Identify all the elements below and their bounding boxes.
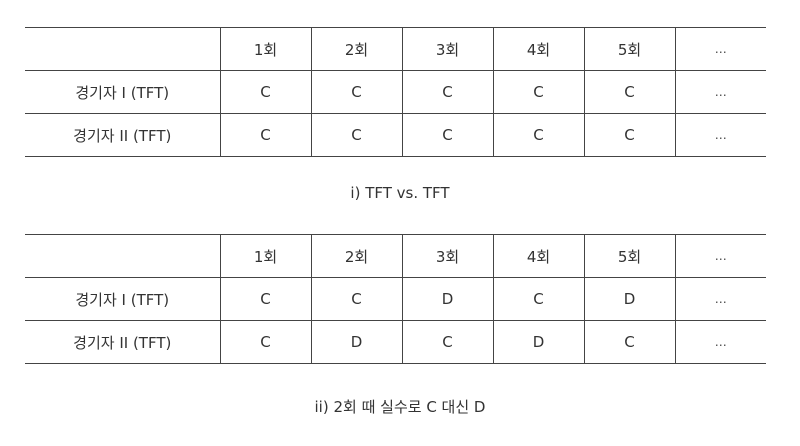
round-header: 2회 — [310, 234, 402, 278]
move-cell-ellipsis: … — [674, 277, 766, 321]
round-header: 1회 — [219, 27, 311, 71]
round-header: 3회 — [401, 27, 493, 71]
move-cell: C — [583, 113, 675, 157]
move-cell: C — [219, 113, 311, 157]
move-cell: C — [492, 113, 584, 157]
move-cell: C — [401, 70, 493, 114]
move-cell: C — [583, 320, 675, 364]
player-label: 경기자 II (TFT) — [25, 320, 220, 364]
round-header: 5회 — [583, 234, 675, 278]
header-row: 1회 2회 3회 4회 5회 … — [25, 234, 766, 278]
header-cell-blank — [25, 27, 220, 71]
game-table-error-in-round-2: 1회 2회 3회 4회 5회 … 경기자 I (TFT) C C D C D …… — [25, 234, 766, 364]
round-header-ellipsis: … — [674, 234, 766, 278]
move-cell: C — [219, 277, 311, 321]
round-header: 2회 — [310, 27, 402, 71]
round-header-ellipsis: … — [674, 27, 766, 71]
move-cell: C — [583, 70, 675, 114]
header-row: 1회 2회 3회 4회 5회 … — [25, 27, 766, 71]
move-cell-ellipsis: … — [674, 70, 766, 114]
move-cell: C — [310, 113, 402, 157]
round-header: 4회 — [492, 234, 584, 278]
table-row: 경기자 I (TFT) C C C C C … — [25, 70, 766, 114]
round-header: 3회 — [401, 234, 493, 278]
round-header: 1회 — [219, 234, 311, 278]
move-cell-ellipsis: … — [674, 113, 766, 157]
move-cell: D — [401, 277, 493, 321]
move-cell: C — [310, 70, 402, 114]
move-cell: C — [492, 70, 584, 114]
player-label: 경기자 I (TFT) — [25, 70, 220, 114]
move-cell-ellipsis: … — [674, 320, 766, 364]
player-label: 경기자 II (TFT) — [25, 113, 220, 157]
table-caption: ii) 2회 때 실수로 C 대신 D — [314, 398, 486, 416]
move-cell: D — [583, 277, 675, 321]
move-cell: C — [310, 277, 402, 321]
header-cell-blank — [25, 234, 220, 278]
table-row: 경기자 II (TFT) C D C D C … — [25, 320, 766, 364]
round-header: 4회 — [492, 27, 584, 71]
table-caption: i) TFT vs. TFT — [350, 184, 450, 202]
table-row: 경기자 II (TFT) C C C C C … — [25, 113, 766, 157]
player-label: 경기자 I (TFT) — [25, 277, 220, 321]
table-row: 경기자 I (TFT) C C D C D … — [25, 277, 766, 321]
move-cell: C — [219, 70, 311, 114]
move-cell: D — [492, 320, 584, 364]
move-cell: C — [401, 320, 493, 364]
game-table-tft-vs-tft: 1회 2회 3회 4회 5회 … 경기자 I (TFT) C C C C C …… — [25, 27, 766, 157]
move-cell: D — [310, 320, 402, 364]
round-header: 5회 — [583, 27, 675, 71]
move-cell: C — [219, 320, 311, 364]
move-cell: C — [492, 277, 584, 321]
move-cell: C — [401, 113, 493, 157]
